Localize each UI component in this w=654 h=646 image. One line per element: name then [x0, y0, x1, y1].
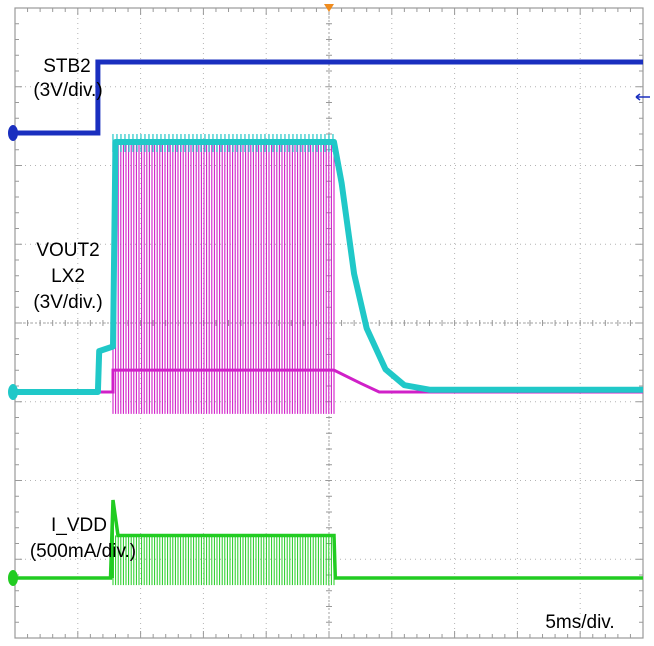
graticule: [14, 7, 644, 639]
timebase-label: 5ms/div.: [545, 612, 615, 633]
vout2-ripple: [112, 134, 334, 152]
stb2-scale-label: (3V/div.): [33, 80, 103, 101]
ivdd-scale-label: (500mA/div.): [29, 541, 137, 562]
trigger-level-arrow-icon: [635, 93, 650, 101]
stb2-trace: [15, 59, 643, 136]
markers: [8, 4, 650, 586]
traces: [15, 59, 643, 586]
vout2-name-label: VOUT2: [36, 240, 100, 261]
stb2-name-label: STB2: [43, 56, 91, 77]
lx2-name-label: LX2: [51, 266, 85, 287]
lx2-trace: [15, 142, 643, 414]
channel-1-ground-marker: [8, 125, 18, 141]
ivdd-name-label: I_VDD: [51, 515, 107, 536]
trigger-position-icon: [324, 4, 334, 12]
channel-4-ground-marker: [8, 570, 18, 586]
vout2-lx2-scale-label: (3V/div.): [33, 292, 103, 313]
ivdd-trace: [15, 499, 643, 586]
channel-2-ground-marker: [8, 384, 18, 400]
vout2-trace: [15, 139, 643, 395]
